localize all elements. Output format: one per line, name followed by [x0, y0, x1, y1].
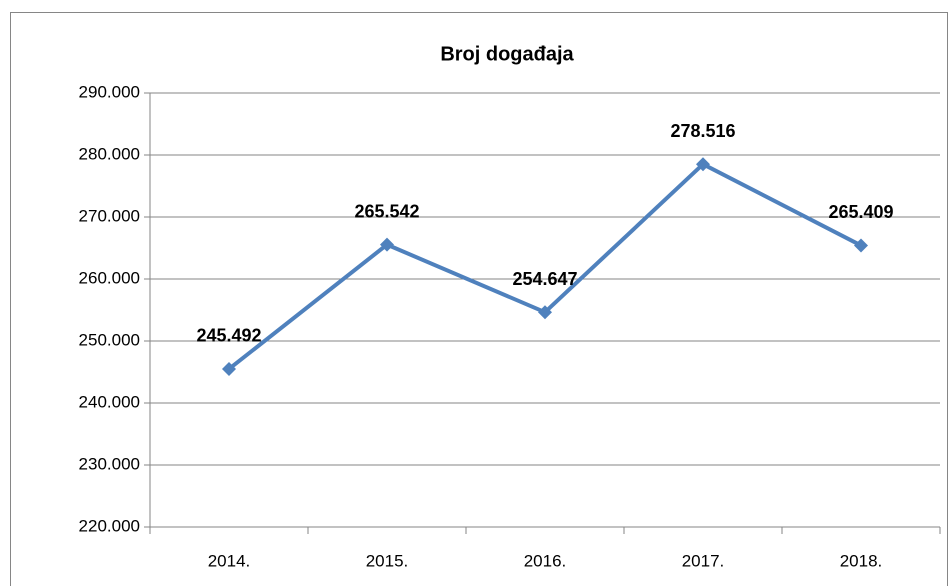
y-tick-label: 260.000 — [79, 268, 140, 287]
x-tick-label: 2016. — [524, 551, 567, 570]
y-tick-label: 220.000 — [79, 516, 140, 535]
y-tick-label: 290.000 — [79, 82, 140, 101]
data-label: 245.492 — [196, 326, 261, 346]
data-point — [538, 305, 552, 320]
data-point — [696, 157, 710, 172]
data-label: 278.516 — [670, 121, 735, 141]
y-tick-label: 270.000 — [79, 206, 140, 225]
y-tick-label: 250.000 — [79, 330, 140, 349]
x-tick-label: 2018. — [840, 551, 883, 570]
chart-border — [10, 12, 948, 586]
x-tick-label: 2014. — [208, 551, 251, 570]
data-point — [380, 237, 394, 252]
data-point — [854, 238, 868, 253]
x-tick-label: 2015. — [366, 551, 409, 570]
x-tick-label: 2017. — [682, 551, 725, 570]
data-point — [222, 361, 236, 376]
y-tick-label: 240.000 — [79, 392, 140, 411]
chart-title: Broj događaja — [440, 43, 574, 65]
y-tick-label: 280.000 — [79, 144, 140, 163]
data-label: 254.647 — [512, 269, 577, 289]
y-tick-label: 230.000 — [79, 454, 140, 473]
data-label: 265.542 — [354, 201, 419, 221]
data-label: 265.409 — [828, 202, 893, 222]
